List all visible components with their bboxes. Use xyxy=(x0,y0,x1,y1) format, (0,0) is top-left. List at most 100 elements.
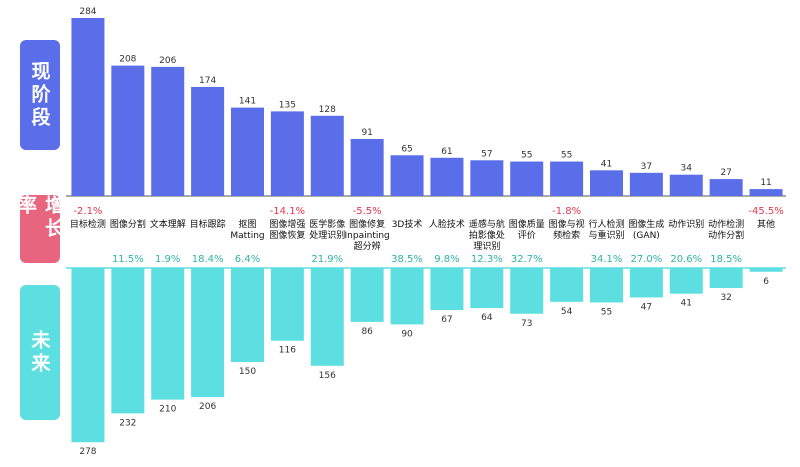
value-label: 61 xyxy=(441,147,452,157)
category-label: 文本理解 xyxy=(149,220,186,230)
bar xyxy=(390,155,424,196)
value-label: 210 xyxy=(159,405,176,415)
bar xyxy=(629,268,663,298)
bar xyxy=(430,157,464,196)
value-label: 284 xyxy=(79,7,96,17)
category-label: 图像质量 评价 xyxy=(508,220,545,241)
value-label: 174 xyxy=(199,76,216,86)
value-label: 206 xyxy=(159,56,176,66)
growth-label: -5.5% xyxy=(353,206,382,217)
growth-label: 6.4% xyxy=(235,254,260,265)
growth-label: 增长率 xyxy=(15,195,64,263)
bar xyxy=(470,160,504,196)
value-label: 208 xyxy=(119,55,136,65)
value-label: 47 xyxy=(641,302,652,312)
growth-label: 21.9% xyxy=(311,254,343,265)
growth-label: 34.1% xyxy=(591,254,623,265)
value-label: 41 xyxy=(681,299,692,309)
bar xyxy=(550,268,584,302)
category-label: 图像分割 xyxy=(109,220,146,230)
bar xyxy=(151,268,185,400)
growth-label: -14.1% xyxy=(270,206,305,217)
value-label: 55 xyxy=(601,307,612,317)
bar xyxy=(350,138,384,196)
category-label: 图像增强 图像恢复 xyxy=(269,220,306,241)
value-label: 27 xyxy=(720,168,731,178)
category-label: 动作检测 动作分割 xyxy=(708,220,745,241)
category-label: 遥感与航 拍影像处 理识别 xyxy=(468,220,505,252)
bar xyxy=(231,268,264,363)
bar xyxy=(111,268,145,414)
value-label: 150 xyxy=(239,367,256,377)
value-label: 73 xyxy=(521,319,532,329)
category-label: 图像与视 频检索 xyxy=(548,220,585,241)
value-label: 91 xyxy=(361,128,372,138)
bar xyxy=(231,107,264,196)
value-label: 278 xyxy=(79,447,96,457)
series-label: 未来 xyxy=(20,285,60,420)
category-label: 图像生成 (GAN) xyxy=(628,220,665,241)
bar xyxy=(749,189,783,196)
growth-label: -1.8% xyxy=(552,206,581,217)
value-label: 57 xyxy=(481,149,492,159)
value-label: 11 xyxy=(760,178,771,188)
category-label: 动作识别 xyxy=(668,220,705,230)
bar xyxy=(550,161,584,196)
value-label: 206 xyxy=(199,402,216,412)
growth-label: 27.0% xyxy=(630,254,662,265)
value-label: 32 xyxy=(720,293,731,303)
growth-label: 12.3% xyxy=(471,254,503,265)
growth-label: 1.9% xyxy=(155,254,180,265)
growth-label: 9.8% xyxy=(434,254,459,265)
category-label: 人脸技术 xyxy=(428,220,465,230)
category-label: 抠图 Matting xyxy=(230,220,265,241)
value-label: 86 xyxy=(361,327,373,337)
bar xyxy=(629,172,663,196)
category-label: 行人检测 与重识别 xyxy=(588,220,625,241)
category-label: 其他 xyxy=(757,220,776,230)
bar xyxy=(151,66,185,196)
bar xyxy=(71,18,105,196)
bar xyxy=(709,179,743,196)
category-label: 3D技术 xyxy=(391,220,423,230)
category-label: 图像修复 Inpainting 超分辨 xyxy=(344,220,390,252)
bar xyxy=(510,161,544,196)
category-label: 目标检测 xyxy=(69,220,106,230)
bar xyxy=(430,268,464,310)
growth-label: 32.7% xyxy=(511,254,543,265)
bar xyxy=(510,268,544,314)
bar xyxy=(71,268,105,443)
bar xyxy=(270,111,304,196)
bar xyxy=(111,65,145,196)
value-label: 128 xyxy=(319,105,336,115)
bar xyxy=(669,268,703,294)
value-label: 37 xyxy=(641,162,652,172)
growth-label: 20.6% xyxy=(670,254,702,265)
bar xyxy=(590,268,623,303)
value-label: 65 xyxy=(401,144,412,154)
value-label: 67 xyxy=(441,315,452,325)
value-label: 135 xyxy=(279,100,296,110)
bar xyxy=(749,268,783,272)
bar xyxy=(390,268,424,325)
bar xyxy=(470,268,504,309)
value-label: 116 xyxy=(279,346,296,356)
bar xyxy=(191,268,225,398)
growth-label: 11.5% xyxy=(112,254,144,265)
bar xyxy=(669,174,703,196)
bar xyxy=(590,170,623,196)
value-label: 54 xyxy=(561,307,573,317)
growth-label: 18.4% xyxy=(192,254,224,265)
growth-label: 18.5% xyxy=(710,254,742,265)
bar xyxy=(310,268,344,366)
value-label: 41 xyxy=(601,159,612,169)
category-label: 目标跟踪 xyxy=(189,220,226,230)
value-label: 90 xyxy=(401,329,413,339)
series-label: 现阶段 xyxy=(20,40,60,150)
value-label: 156 xyxy=(319,371,336,381)
value-label: 6 xyxy=(763,277,769,287)
category-label: 医学影像 处理识别 xyxy=(309,220,346,241)
growth-label: 38.5% xyxy=(391,254,423,265)
